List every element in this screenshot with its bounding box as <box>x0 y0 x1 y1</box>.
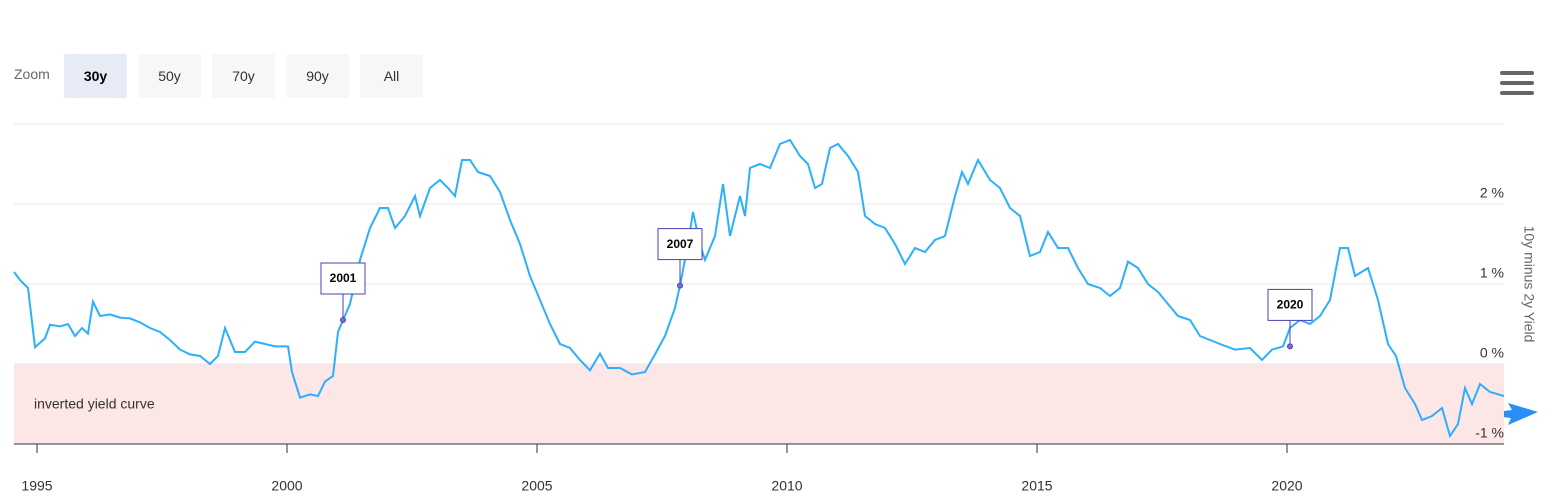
zoom-button[interactable]: 50y <box>138 54 201 98</box>
zoom-button[interactable]: 70y <box>212 54 275 98</box>
y-tick-label: -1 % <box>1475 425 1504 441</box>
x-tick-label: 2015 <box>1021 478 1052 494</box>
annotation-label: 2007 <box>667 237 694 251</box>
plot-band <box>14 364 1504 444</box>
x-tick-label: 2005 <box>521 478 552 494</box>
x-tick-label: 2000 <box>271 478 302 494</box>
annotation-label: 2020 <box>1277 298 1304 312</box>
zoom-label: Zoom <box>14 66 50 82</box>
y-tick-label: 2 % <box>1480 185 1504 201</box>
line <box>13 138 1505 439</box>
annotation-box <box>657 228 703 261</box>
x-tick-label: 1995 <box>21 478 52 494</box>
annotation-box <box>1267 288 1313 321</box>
annotation-point <box>340 317 346 323</box>
annotation-point <box>1287 343 1293 350</box>
y-axis-title: 10y minus 2y Yield <box>1521 226 1537 343</box>
x-tick-label: 2010 <box>771 478 802 494</box>
zoom-button[interactable]: 90y <box>286 54 349 98</box>
zoom-button[interactable]: All <box>360 54 423 98</box>
menu-button[interactable] <box>1500 71 1534 97</box>
y-tick-label: 0 % <box>1480 345 1504 361</box>
annotation: 2001 <box>320 262 366 323</box>
annotation-label: 2001 <box>330 271 357 285</box>
annotation: 2020 <box>1267 288 1313 350</box>
annotation-box <box>320 262 366 295</box>
navigator-arrow[interactable] <box>1478 403 1538 425</box>
zoom-button[interactable]: 30y <box>64 54 127 98</box>
x-tick-label: 2020 <box>1271 478 1302 494</box>
annotation: 2007 <box>657 228 703 289</box>
plot-band-label: inverted yield curve <box>34 396 155 412</box>
annotation-point <box>677 282 683 289</box>
y-tick-label: 1 % <box>1480 265 1504 281</box>
